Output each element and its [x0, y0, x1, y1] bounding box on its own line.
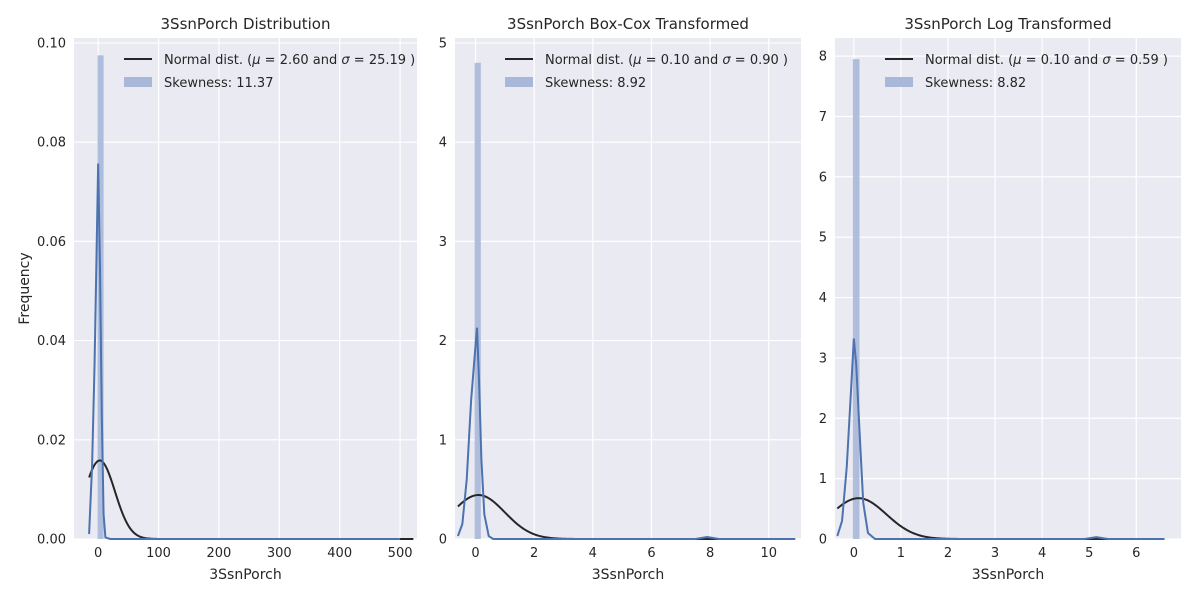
subplot-distribution: 0 100 200 300 400 500 0.00 0.02 0.04 0.06 0.08 0.10… [17, 15, 417, 583]
legend-pre: Normal dist. ( [164, 53, 252, 68]
legend-patch-swatch [885, 77, 913, 87]
y-tick-label: 0.00 [37, 533, 66, 548]
y-tick-label: 0.02 [37, 433, 66, 448]
y-tick-label: 0.04 [37, 334, 66, 349]
legend-mu-label: μ [1012, 53, 1021, 68]
y-tick-label: 7 [819, 110, 827, 125]
x-tick-label: 0 [850, 546, 858, 561]
kde-line [456, 327, 796, 540]
legend-sigma-value: 0.59 [1130, 53, 1159, 68]
y-tick-label: 4 [439, 136, 447, 151]
histogram-bar [474, 62, 481, 540]
legend-sigma-value: 0.90 [750, 53, 779, 68]
legend-skewness-entry: Skewness: 11.37 [164, 76, 273, 91]
gridlines [74, 38, 417, 540]
x-tick-label: 4 [589, 546, 597, 561]
kde-line [836, 338, 1165, 540]
legend-skewness-entry: Skewness: 8.92 [545, 76, 646, 91]
x-tick-label: 6 [1132, 546, 1140, 561]
chart-title: 3SsnPorch Distribution [161, 15, 331, 33]
legend-pre: Normal dist. ( [925, 53, 1013, 68]
legend: Normal dist. (μ = 0.10 and σ = 0.59 ) Ske… [885, 53, 1168, 91]
x-axis-label: 3SsnPorch [209, 567, 282, 583]
y-tick-label: 5 [439, 36, 447, 51]
x-tick-label: 2 [530, 546, 538, 561]
x-tick-label: 400 [327, 546, 352, 561]
y-tick-label: 5 [819, 231, 827, 246]
x-axis-label: 3SsnPorch [972, 567, 1045, 583]
plot-area [835, 38, 1181, 539]
x-tick-label: 6 [647, 546, 655, 561]
subplot-boxcox: 0 2 4 6 8 10 0 1 2 3 4 5 3SsnPorch Box-Cox Transform… [439, 15, 801, 583]
x-tick-label: 2 [944, 546, 952, 561]
y-tick-label: 4 [819, 291, 827, 306]
y-tick-label: 2 [439, 334, 447, 349]
plot-area [74, 38, 417, 539]
legend-normal-entry: Normal dist. (μ = 2.60 and σ = 25.19 ) [164, 53, 415, 68]
x-tick-label: 0 [471, 546, 479, 561]
histogram-bar [852, 59, 860, 540]
y-tick-label: 1 [819, 472, 827, 487]
legend-patch-swatch [124, 77, 152, 87]
kde-line [88, 163, 401, 540]
y-tick-label: 0 [819, 533, 827, 548]
x-tick-label: 500 [388, 546, 413, 561]
x-tick-label: 4 [1038, 546, 1046, 561]
y-axis-label: Frequency [17, 252, 33, 324]
x-tick-label: 8 [706, 546, 714, 561]
x-tick-label: 3 [991, 546, 999, 561]
legend-sigma-label: σ [722, 53, 731, 68]
y-tick-label: 3 [439, 235, 447, 250]
legend-sigma-value: 25.19 [369, 53, 406, 68]
x-tick-label: 10 [760, 546, 777, 561]
plot-area [455, 38, 801, 539]
legend-mu-value: 0.10 [661, 53, 690, 68]
legend-post: ) [1163, 53, 1168, 68]
y-tick-label: 0.10 [37, 36, 66, 51]
y-tick-label: 1 [439, 433, 447, 448]
legend-post: ) [783, 53, 788, 68]
x-tick-label: 100 [146, 546, 171, 561]
y-tick-label: 8 [819, 50, 827, 65]
legend-mu-label: μ [251, 53, 260, 68]
legend-patch-swatch [505, 77, 533, 87]
legend-pre: Normal dist. ( [545, 53, 633, 68]
legend-post: ) [410, 53, 415, 68]
chart-title: 3SsnPorch Box-Cox Transformed [507, 15, 749, 33]
legend-mu-value: 2.60 [280, 53, 309, 68]
y-tick-label: 2 [819, 412, 827, 427]
x-tick-label: 300 [267, 546, 292, 561]
legend-sigma-label: σ [341, 53, 350, 68]
x-tick-label: 5 [1085, 546, 1093, 561]
y-tick-label: 3 [819, 351, 827, 366]
legend-mu-label: μ [632, 53, 641, 68]
y-tick-label: 0.06 [37, 235, 66, 250]
legend-normal-entry: Normal dist. (μ = 0.10 and σ = 0.90 ) [545, 53, 788, 68]
subplot-log: 0 1 2 3 4 5 6 0 1 2 3 4 5 6 7 8 3SsnPorch Log Transforme… [819, 15, 1181, 583]
legend-sigma-label: σ [1102, 53, 1111, 68]
x-tick-label: 0 [94, 546, 102, 561]
y-tick-label: 0.08 [37, 136, 66, 151]
x-tick-label: 200 [207, 546, 232, 561]
legend-skewness-entry: Skewness: 8.82 [925, 76, 1026, 91]
x-axis-label: 3SsnPorch [592, 567, 665, 583]
y-tick-label: 6 [819, 170, 827, 185]
legend-normal-entry: Normal dist. (μ = 0.10 and σ = 0.59 ) [925, 53, 1168, 68]
x-tick-label: 1 [897, 546, 905, 561]
chart-title: 3SsnPorch Log Transformed [904, 15, 1111, 33]
y-tick-label: 0 [439, 533, 447, 548]
legend: Normal dist. (μ = 0.10 and σ = 0.90 ) Ske… [505, 53, 788, 91]
legend: Normal dist. (μ = 2.60 and σ = 25.19 ) Sk… [124, 53, 415, 91]
legend-mu-value: 0.10 [1041, 53, 1070, 68]
